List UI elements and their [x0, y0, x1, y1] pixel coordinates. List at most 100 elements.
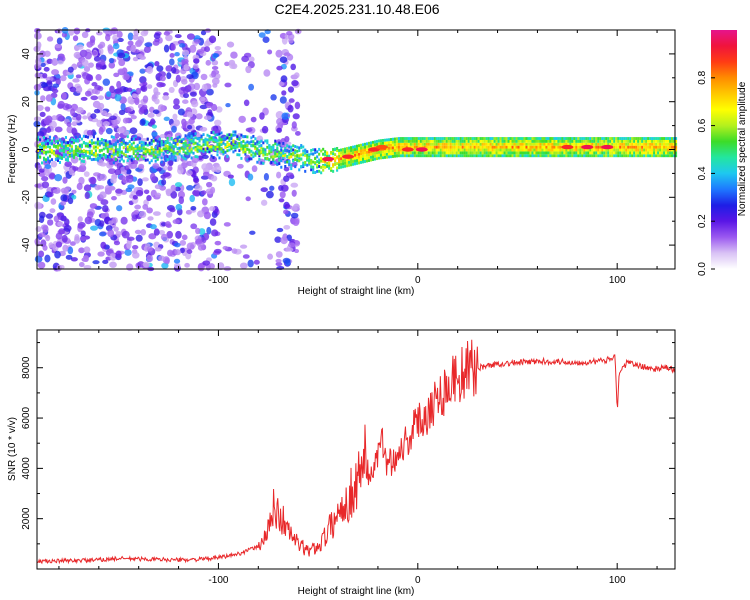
spectrogram-cell [521, 154, 524, 158]
spectrogram-cell [629, 142, 632, 146]
spectrogram-cell [669, 139, 672, 143]
spectrogram-cell [161, 262, 169, 269]
spectrogram-cell [290, 153, 293, 156]
spectrogram-cell [88, 143, 91, 147]
spectrogram-cell [147, 216, 154, 221]
spectrogram-cell [61, 234, 68, 243]
colorbar-tick-label: 0.0 [697, 262, 708, 276]
spectrogram-cell [469, 148, 472, 152]
spectrogram-cell [166, 72, 172, 80]
spectrogram-cell [52, 189, 61, 194]
spectrogram-cell [298, 168, 301, 172]
spectrogram-cell [44, 150, 48, 154]
spectrogram-cell [126, 241, 132, 249]
spectrogram-cell [613, 139, 616, 143]
spectrogram-cell [147, 112, 155, 118]
spectrogram-cell [72, 78, 80, 83]
spectrogram-cell [102, 143, 105, 147]
spectrogram-cell [46, 156, 50, 160]
spectrogram-cell [152, 211, 161, 216]
spectrogram-cell [104, 112, 112, 117]
spectrogram-cell [94, 154, 97, 158]
colorbar-tick-label: 0.4 [697, 166, 708, 180]
spectrogram-cell [328, 166, 331, 170]
spectrogram-cell [96, 156, 99, 160]
spectrogram-cell [80, 159, 83, 163]
spectrogram-cell [663, 154, 666, 158]
spectrogram-cell [545, 148, 548, 152]
spectrogram-cell [244, 148, 247, 151]
spectrogram-cell [298, 149, 301, 152]
spectrogram-cell [433, 145, 436, 149]
spectrogram-cell [142, 151, 145, 155]
spectrogram-cell [62, 176, 68, 184]
spectrogram-cell [279, 96, 287, 104]
spectrogram-cell [180, 140, 183, 144]
spectrogram-cell [363, 142, 367, 146]
spectrogram-cell [56, 144, 60, 148]
spectrogram-cell [649, 154, 652, 158]
spectrogram-cell [383, 153, 387, 156]
spectrogram-cell [91, 88, 99, 94]
spectrogram-cell [78, 147, 81, 151]
spectrogram-cell [118, 153, 121, 157]
spectrogram-cell [499, 139, 502, 143]
spectrogram-cell [471, 137, 474, 140]
spectrogram-cell [583, 139, 586, 143]
spectrogram-cell [240, 140, 243, 144]
spectrogram-cell [403, 151, 406, 155]
spectrogram-cell [601, 137, 604, 140]
spectrogram-cell [52, 136, 56, 140]
spectrogram-cell [236, 137, 239, 141]
spectrogram-cell [44, 137, 48, 141]
spectrogram-cell [46, 144, 50, 148]
spectrogram-cell [373, 157, 377, 161]
spectrogram-cell [340, 165, 343, 169]
spectrogram-cell [595, 148, 598, 152]
spectrogram-cell [96, 153, 99, 157]
spectrogram-cell [158, 147, 161, 151]
spectrogram-cell [397, 139, 400, 143]
spectrogram-cell [218, 142, 221, 146]
spectrogram-cell [411, 139, 414, 143]
spectrogram-cell [447, 142, 450, 146]
spectrogram-cell [262, 153, 265, 157]
spectrogram-cell [276, 127, 283, 133]
spectrogram-cell [503, 148, 506, 152]
spectrogram-cell [585, 154, 588, 158]
spectrogram-cell [505, 154, 508, 158]
spectrogram-cell [42, 156, 46, 160]
spectrogram-cell [541, 154, 544, 158]
spectrogram-cell [84, 144, 87, 148]
spectrogram-cell [593, 148, 596, 152]
spectrogram-cell [210, 145, 213, 149]
spectrogram-cell [177, 164, 183, 171]
spectrogram-cell [555, 148, 558, 152]
spectrogram-cell [593, 145, 596, 149]
spectrogram-cell [533, 151, 536, 155]
spectrogram-cell [429, 148, 432, 152]
spectrogram-cell [104, 154, 107, 158]
spectrogram-cell [607, 142, 610, 146]
spectrogram-cell [114, 157, 117, 161]
spectrogram-cell [106, 140, 109, 144]
spectrogram-cell [284, 153, 287, 157]
spectrogram-cell [112, 135, 115, 139]
spectrogram-cell [165, 211, 173, 218]
spectrogram-cell [361, 143, 365, 147]
spectrogram-cell [45, 94, 53, 102]
spectrogram-cell [292, 218, 300, 226]
spectrogram-cell [220, 150, 223, 154]
spectrogram-cell [258, 150, 261, 154]
spectrogram-cell [665, 148, 668, 152]
spectrogram-cell [37, 155, 40, 159]
spectrogram-cell [292, 113, 300, 120]
spectrogram-cell [625, 148, 628, 152]
spectrogram-cell [88, 149, 91, 153]
spectrogram-cell [214, 138, 217, 142]
spectrogram-cell [316, 160, 319, 163]
spectrogram-cell [569, 148, 572, 152]
spectrogram-cell [591, 142, 594, 146]
spectrogram-cell [657, 142, 660, 146]
spectrogram-cell [645, 145, 648, 149]
